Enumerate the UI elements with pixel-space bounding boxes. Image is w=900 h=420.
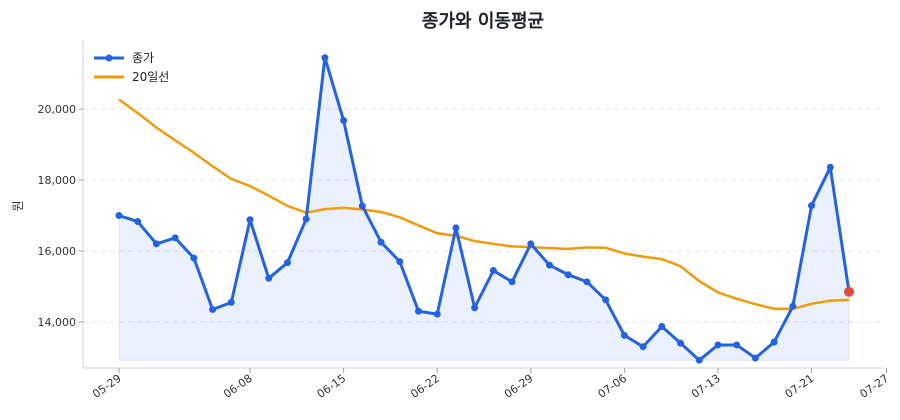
x-tick-label: 06-08	[221, 372, 255, 401]
close-point	[471, 304, 479, 312]
close-point	[602, 296, 610, 304]
close-point	[340, 116, 348, 124]
close-point	[583, 278, 591, 286]
x-tick-label: 06-15	[315, 372, 349, 401]
legend: 종가 20일선	[86, 46, 174, 90]
ma20-line	[118, 98, 850, 311]
close-point	[209, 305, 217, 313]
close-point	[377, 238, 385, 246]
close-point	[714, 341, 722, 349]
close-point	[695, 356, 703, 364]
gridlines	[83, 108, 884, 323]
x-tick-label: 06-29	[502, 372, 536, 401]
axes	[82, 40, 884, 369]
x-tick-label: 07-27	[858, 372, 892, 401]
close-point	[321, 54, 329, 62]
close-point	[508, 278, 516, 286]
x-tick-label: 06-22	[408, 372, 442, 401]
close-point	[639, 343, 647, 351]
x-ticks: 05-29 06-08 06-15 06-22 06-29 07-06 07-13 07-21…	[90, 368, 891, 401]
close-point	[564, 271, 572, 279]
close-point	[396, 258, 404, 266]
plot-area	[118, 57, 850, 361]
close-point	[751, 354, 759, 362]
x-tick-label: 07-06	[595, 372, 629, 401]
y-tick-label: 16,000	[38, 245, 77, 258]
legend-label-ma20: 20일선	[132, 70, 169, 84]
close-point	[826, 163, 834, 171]
close-point	[620, 331, 628, 339]
close-point	[658, 323, 666, 331]
close-line	[118, 56, 851, 362]
y-tick-label: 20,000	[38, 103, 77, 116]
y-ticks: 14,000 16,000 18,000 20,000	[38, 103, 83, 329]
x-tick-label: 07-13	[689, 372, 723, 401]
x-tick-label: 05-29	[90, 372, 124, 401]
close-point	[152, 240, 160, 248]
close-point	[733, 341, 741, 349]
close-point	[808, 202, 816, 210]
close-point	[770, 338, 778, 346]
close-area-fill	[118, 57, 850, 361]
close-point	[789, 302, 797, 310]
y-axis-label: 원	[11, 200, 25, 211]
series-layer	[115, 54, 854, 364]
close-point	[115, 212, 123, 220]
x-tick-label: 07-21	[783, 372, 817, 401]
close-point	[546, 261, 554, 269]
close-point	[302, 215, 310, 223]
close-point	[433, 310, 441, 318]
y-tick-label: 18,000	[38, 174, 77, 187]
legend-box	[86, 46, 174, 90]
close-point	[190, 254, 198, 262]
close-point	[677, 339, 685, 347]
close-last-point	[844, 286, 854, 297]
close-point	[283, 259, 291, 267]
close-point	[171, 234, 179, 242]
close-point	[358, 202, 366, 210]
close-point	[134, 218, 142, 226]
close-point	[227, 298, 235, 306]
close-point	[246, 216, 254, 224]
close-point	[527, 240, 535, 248]
legend-label-close: 종가	[132, 51, 154, 65]
close-point	[265, 274, 273, 282]
y-tick-label: 14,000	[38, 316, 77, 329]
legend-marker-close	[105, 54, 113, 62]
close-point	[414, 307, 422, 315]
close-point	[489, 266, 497, 274]
close-point	[452, 224, 460, 232]
chart-title: 종가와 이동평균	[422, 11, 544, 32]
